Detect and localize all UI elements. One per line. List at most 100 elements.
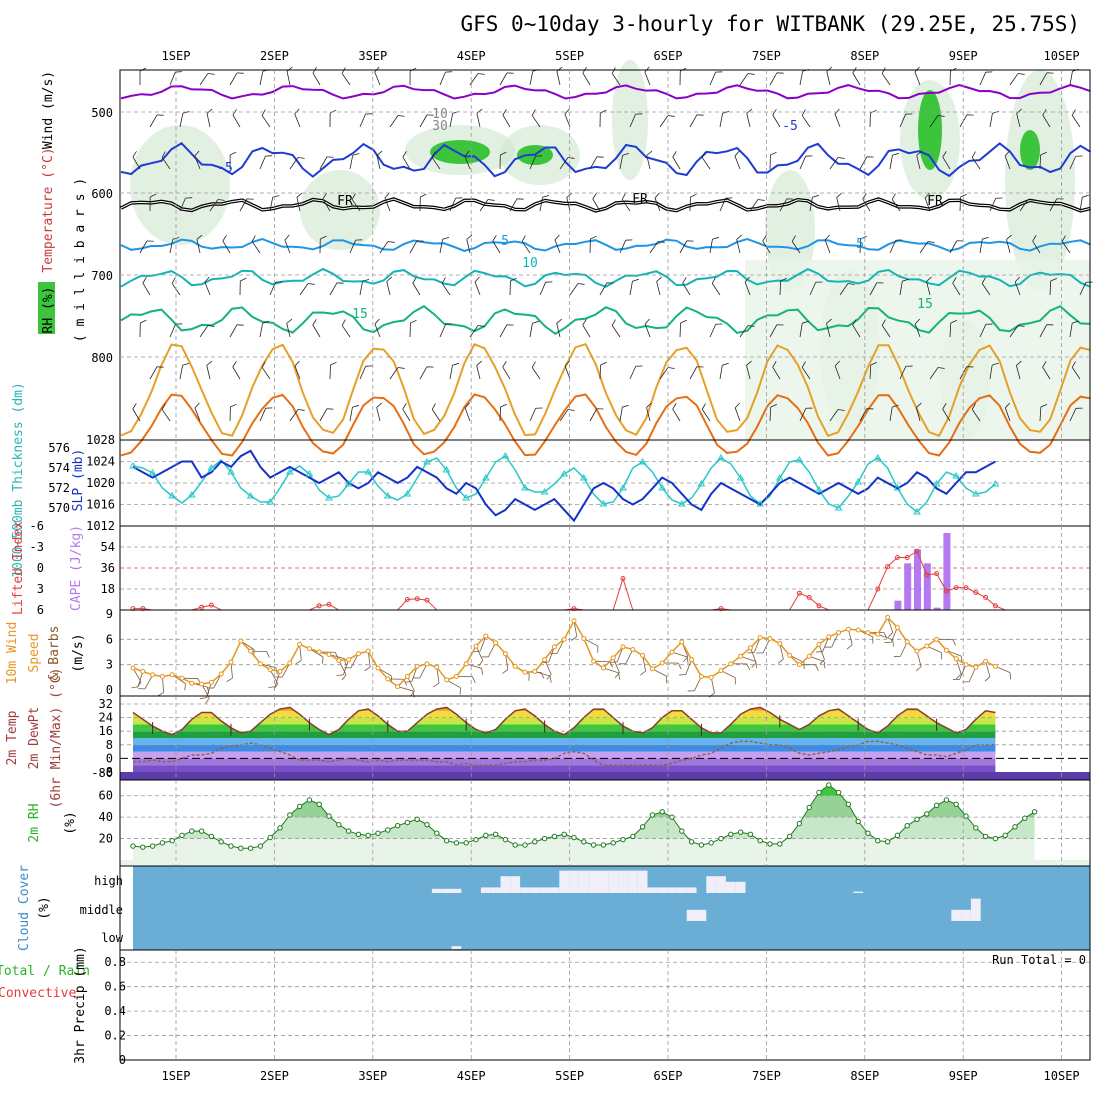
- wind-barb: [229, 324, 244, 338]
- wind-barb: [412, 277, 421, 296]
- wind-barb: [971, 151, 981, 170]
- wind-barb: [709, 236, 719, 254]
- wind-barb: [349, 404, 359, 422]
- wind-barb: [644, 66, 651, 86]
- wind-barb: [402, 403, 411, 422]
- wind-barb: [619, 153, 630, 170]
- wind-barb: [269, 195, 280, 212]
- thickness-point: [756, 500, 765, 507]
- cloud-cell: [667, 887, 677, 893]
- wind10m-barb: [131, 671, 144, 689]
- wind-speed-point: [493, 640, 499, 646]
- date-label-bottom: 1SEP: [162, 1069, 191, 1083]
- wind-speed-point: [738, 653, 744, 659]
- thickness-point: [364, 468, 373, 475]
- wind-speed-point: [855, 627, 861, 633]
- wind-barb: [564, 360, 571, 380]
- wind-speed-point: [267, 667, 273, 673]
- wind-barb: [859, 408, 874, 422]
- wind10m-barb: [583, 638, 599, 653]
- thickness-point: [893, 484, 902, 491]
- wind-barb: [539, 195, 550, 212]
- isotherm-5: [120, 237, 1091, 252]
- thickness-point: [423, 458, 431, 465]
- wind-barb: [589, 408, 604, 422]
- wind-barb: [809, 281, 823, 296]
- wind-barb: [679, 319, 687, 338]
- wind10m-barb: [984, 661, 991, 682]
- wind-barb: [734, 402, 741, 422]
- wind-speed-point: [473, 643, 479, 649]
- pressure-ylabel-slp: SLP (mb): [71, 449, 86, 512]
- rh-band-base: [120, 860, 1090, 866]
- temp-tick: 0: [106, 751, 113, 765]
- thickness-point: [658, 484, 667, 491]
- wind10m-barb: [720, 670, 736, 685]
- thickness-point: [677, 500, 686, 507]
- wind10m-barb: [678, 659, 692, 676]
- wind-speed-point: [924, 643, 930, 649]
- date-label-bottom: 3SEP: [358, 1069, 387, 1083]
- wind-barb: [646, 150, 653, 170]
- wind-barb: [359, 279, 370, 296]
- wind-barb: [799, 320, 809, 338]
- wind-barb: [556, 318, 562, 338]
- wind-barb: [531, 109, 541, 128]
- wind-ylabel-units: (m/s): [71, 633, 86, 672]
- precip-tick: 0: [119, 1053, 126, 1067]
- wind-barb: [719, 197, 733, 212]
- rh-point: [953, 801, 959, 807]
- rh-point: [914, 816, 920, 822]
- wind10m-barb: [344, 653, 359, 669]
- wind10m-barb: [481, 642, 496, 658]
- rh-point: [982, 833, 989, 840]
- rh-point: [875, 838, 881, 844]
- wind-barb: [599, 361, 607, 380]
- rh-point: [884, 839, 891, 845]
- cloud-cell: [853, 891, 864, 893]
- wind-barb: [749, 199, 765, 212]
- wind-barb: [386, 276, 393, 296]
- wind10m-barb: [815, 636, 830, 653]
- rh-point: [835, 789, 842, 796]
- contour-label: FR: [337, 194, 353, 209]
- wind-barb: [509, 277, 517, 296]
- wind-barb: [476, 360, 482, 380]
- wind-barb: [559, 157, 575, 170]
- wind-barb: [559, 409, 575, 422]
- cape-bar: [914, 549, 921, 610]
- date-label-top: 10SEP: [1044, 49, 1080, 63]
- wind-barb: [376, 150, 383, 170]
- wind-barb: [689, 114, 704, 128]
- cloud-cell: [696, 909, 707, 921]
- wind-barb: [942, 403, 951, 422]
- rh-point: [179, 832, 185, 839]
- rh-point: [189, 828, 195, 834]
- wind-speed-point: [983, 658, 989, 664]
- wind-barb: [801, 361, 811, 380]
- wind-barb: [1049, 277, 1058, 296]
- temp-color-bands: [133, 707, 996, 772]
- wind10m-barb: [157, 676, 165, 697]
- chart-title: GFS 0~10day 3-hourly for WITBANK (29.25E…: [460, 12, 1080, 36]
- rh-point: [698, 842, 705, 848]
- cloud-cell: [510, 876, 521, 893]
- rh-point: [492, 831, 499, 837]
- wind-barb: [834, 360, 841, 380]
- rh-point: [973, 825, 979, 831]
- rh-point: [404, 819, 411, 826]
- lifted-index-point: [316, 603, 322, 609]
- wind-barb: [139, 319, 147, 338]
- wind10m-barb: [952, 664, 967, 681]
- rh-point: [394, 823, 401, 829]
- rh-point: [434, 830, 440, 836]
- thickness-point: [775, 474, 784, 481]
- thickness-point: [952, 472, 961, 479]
- wind-speed-point: [287, 660, 293, 666]
- rh-point: [522, 842, 528, 848]
- wind-barb: [1079, 281, 1093, 296]
- thickness-point: [187, 491, 196, 498]
- wind-barb: [859, 235, 867, 254]
- wind10m-barb: [206, 673, 222, 689]
- isotherm-25: [120, 393, 1091, 457]
